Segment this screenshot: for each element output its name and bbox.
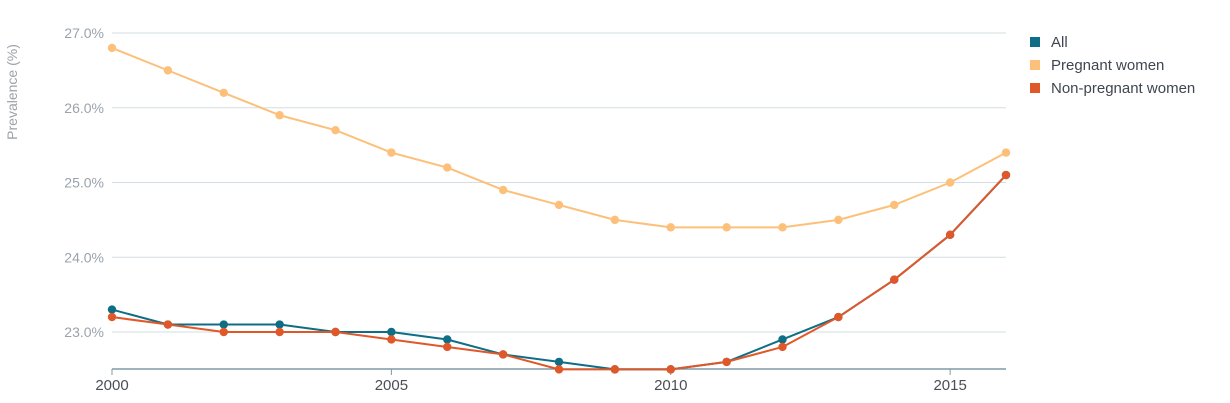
data-point: [722, 223, 731, 232]
data-point: [107, 305, 117, 314]
x-tick-label: 2015: [933, 377, 966, 394]
y-tick-label: 26.0%: [64, 100, 104, 116]
data-point: [275, 320, 284, 329]
data-point: [778, 223, 787, 232]
x-tick-label: 2000: [95, 377, 128, 394]
legend-label: Pregnant women: [1051, 57, 1164, 74]
data-point: [890, 200, 899, 210]
y-axis-title: Prevalence (%): [4, 44, 20, 140]
data-point: [945, 178, 955, 187]
data-point: [778, 342, 787, 352]
data-point: [331, 125, 340, 135]
legend-label: All: [1051, 34, 1068, 51]
gridlines: [112, 32, 1006, 333]
data-point: [890, 275, 899, 284]
data-point: [498, 350, 508, 359]
data-point: [945, 230, 955, 240]
legend-item: Non-pregnant women: [1030, 80, 1195, 97]
legend-swatch: [1030, 37, 1040, 47]
data-point: [107, 312, 117, 322]
data-point: [666, 365, 675, 374]
data-point: [443, 335, 452, 344]
data-point: [610, 365, 620, 374]
series-non-pregnant-women: [107, 170, 1011, 374]
axes: 23.0% 24.0% 25.0% 26.0% 27.0% 2000 2005 2010 201…: [64, 25, 1006, 394]
data-point: [610, 215, 620, 225]
data-point: [834, 215, 843, 225]
data-point: [443, 163, 452, 172]
y-tick-label: 27.0%: [64, 25, 104, 41]
legend-label: Non-pregnant women: [1051, 80, 1195, 97]
data-point: [275, 111, 284, 120]
data-point: [498, 185, 508, 195]
data-point: [387, 335, 396, 344]
x-tick-label: 2005: [375, 377, 408, 394]
data-point: [554, 365, 564, 374]
data-point: [722, 357, 731, 367]
y-tick-label: 23.0%: [64, 324, 104, 340]
y-tick-label: 25.0%: [64, 175, 104, 191]
data-point: [554, 357, 564, 367]
legend-item: Pregnant women: [1030, 57, 1164, 74]
data-point: [834, 312, 843, 322]
series-pregnant-women: [107, 43, 1011, 232]
data-point: [163, 66, 173, 75]
legend: All Pregnant women Non-pregnant women: [1030, 34, 1195, 97]
data-point: [163, 320, 173, 329]
data-point: [778, 335, 787, 344]
data-point: [554, 200, 564, 210]
data-point: [1001, 148, 1011, 157]
series-line: [111, 47, 1007, 229]
data-point: [331, 327, 340, 337]
data-point: [387, 327, 396, 337]
data-point: [443, 342, 452, 352]
legend-item: All: [1030, 34, 1068, 51]
data-point: [275, 327, 284, 337]
series: [107, 43, 1011, 374]
y-tick-label: 24.0%: [64, 249, 104, 265]
legend-swatch: [1030, 60, 1040, 70]
legend-swatch: [1030, 83, 1040, 93]
data-point: [107, 43, 117, 53]
data-point: [1001, 170, 1011, 180]
data-point: [219, 320, 228, 329]
data-point: [387, 148, 396, 157]
x-tick-label: 2010: [654, 377, 687, 394]
data-point: [219, 88, 228, 98]
data-point: [219, 327, 228, 337]
data-point: [666, 223, 675, 232]
